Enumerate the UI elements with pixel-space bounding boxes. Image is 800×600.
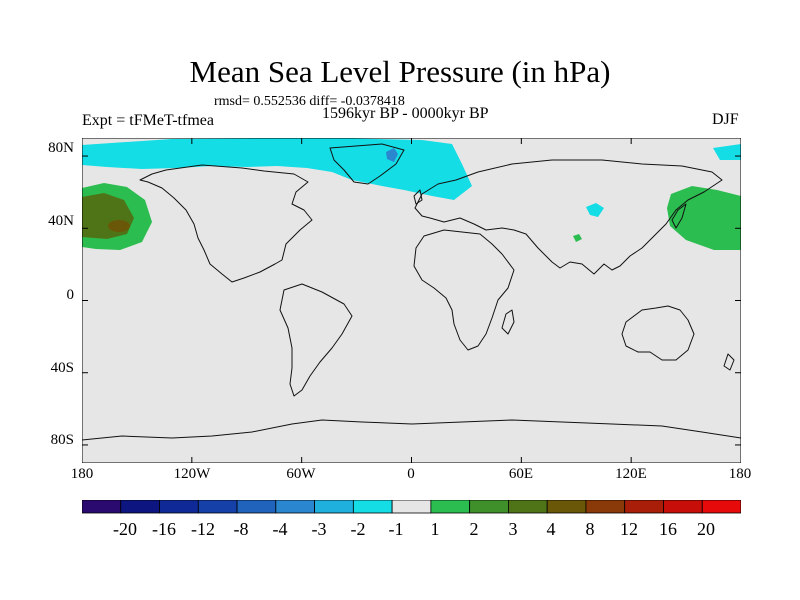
colorbar-label: -4: [272, 519, 288, 539]
south-america-outline: [279, 283, 353, 397]
colorbar-label: 8: [585, 519, 595, 539]
season-label: DJF: [712, 111, 739, 128]
africa-outline: [413, 229, 515, 351]
arctic-blue-anomaly: [386, 148, 398, 162]
y-tick-label: 80N: [48, 140, 74, 156]
colorbar-box: [236, 500, 277, 514]
colorbar-label: 3: [508, 519, 518, 539]
colorbar-label: -3: [311, 519, 327, 539]
colorbar-label: 1: [430, 519, 440, 539]
experiment-label: Expt = tFMeT-tfmea: [82, 112, 214, 129]
colorbar-box: [314, 500, 354, 514]
colorbar-box: [159, 500, 199, 514]
colorbar-label: -12: [191, 519, 215, 539]
colorbar-box: [663, 500, 703, 514]
y-tick-label: 80S: [50, 432, 74, 448]
china-green-anomaly: [573, 234, 582, 242]
y-tick-label: 0: [66, 287, 75, 303]
colorbar-label: -1: [388, 519, 404, 539]
colorbar: [82, 500, 741, 514]
colorbar-box: [120, 500, 160, 514]
x-tick-label: 120W: [173, 466, 211, 482]
colorbar-label: 16: [659, 519, 677, 539]
arctic-cyan-anomaly: [82, 138, 472, 200]
colorbar-box: [197, 500, 238, 514]
x-tick-label: 180: [70, 466, 94, 482]
colorbar-label: 4: [546, 519, 556, 539]
period-text: 1596kyr BP - 0000kyr BP: [322, 105, 489, 122]
greenland-outline: [329, 143, 405, 185]
colorbar-label: 12: [620, 519, 638, 539]
colorbar-box: [701, 500, 741, 514]
stats-text: rmsd= 0.552536 diff= -0.0378418: [214, 94, 405, 109]
colorbar-label: -2: [350, 519, 366, 539]
japan-outline: [671, 203, 687, 229]
east-arctic-cyan-anomaly: [713, 144, 741, 160]
colorbar-label: -20: [113, 519, 137, 539]
antarctica-outline: [82, 419, 741, 441]
north-pacific-brown-core: [108, 220, 130, 232]
colorbar-box: [469, 500, 509, 514]
map-title: Mean Sea Level Pressure (in hPa): [189, 54, 611, 89]
x-tick-label: 60W: [286, 466, 316, 482]
australia-outline: [621, 305, 695, 361]
colorbar-label: 20: [697, 519, 715, 539]
colorbar-label: -8: [233, 519, 249, 539]
madagascar-outline: [501, 309, 515, 335]
coastlines: [82, 143, 741, 441]
colorbar-label: -16: [152, 519, 176, 539]
colorbar-label: 2: [469, 519, 479, 539]
x-tick-label: 180: [728, 466, 752, 482]
axis-ticks: [82, 138, 741, 463]
mongolia-cyan-anomaly: [586, 203, 604, 217]
new-zealand-outline: [723, 353, 735, 371]
uk-outline: [413, 189, 423, 205]
north-america-outline: [139, 164, 313, 283]
world-map: [82, 138, 741, 463]
x-tick-label: 0: [407, 466, 415, 482]
x-tick-label: 120E: [615, 466, 647, 482]
colorbar-box: [430, 500, 471, 514]
colorbar-box: [82, 500, 122, 514]
eurasia-outline: [414, 159, 723, 275]
ocean-background: [82, 138, 741, 463]
y-tick-label: 40S: [50, 360, 74, 376]
colorbar-box: [352, 500, 393, 514]
x-tick-label: 60E: [508, 466, 534, 482]
colorbar-box: [391, 500, 432, 514]
colorbar-box: [546, 500, 587, 514]
colorbar-box: [508, 500, 548, 514]
colorbar-box: [624, 500, 664, 514]
colorbar-box: [585, 500, 626, 514]
y-tick-label: 40N: [48, 213, 74, 229]
colorbar-box: [275, 500, 315, 514]
